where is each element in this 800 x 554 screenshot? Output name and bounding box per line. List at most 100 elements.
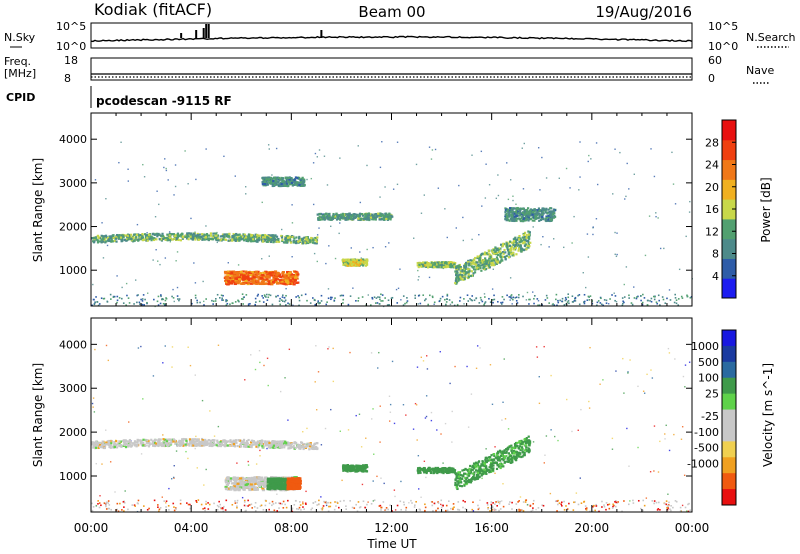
scatter-point (224, 509, 227, 511)
echo-cell (276, 272, 281, 275)
scatter-point (677, 304, 680, 306)
scatter-point (480, 150, 483, 153)
echo-cell (262, 181, 265, 184)
echo-cell (91, 441, 95, 445)
echo-cell (250, 445, 253, 448)
echo-cell (248, 234, 251, 237)
echo-cell (367, 212, 371, 215)
echo-cell (538, 214, 541, 218)
scatter-point (510, 294, 513, 296)
echo-cell (296, 184, 299, 187)
echo-cell (327, 213, 331, 216)
echo-cell (552, 216, 556, 219)
scatter-point (280, 299, 283, 301)
echo-cell (452, 266, 455, 269)
scatter-point (569, 187, 571, 189)
echo-cell (552, 208, 555, 211)
scatter-point (595, 218, 598, 220)
scatter-point (176, 286, 179, 289)
echo-cell (270, 280, 274, 283)
echo-cell (461, 274, 464, 277)
echo-cell (270, 443, 273, 447)
echo-cell (284, 241, 287, 244)
scatter-point (526, 504, 529, 506)
echo-cell (314, 447, 318, 451)
echo-cell (141, 239, 145, 242)
scatter-point (379, 166, 382, 169)
echo-cell (230, 440, 234, 443)
echo-cell (214, 443, 217, 446)
echo-cell (547, 214, 550, 217)
scatter-point (271, 303, 274, 306)
echo-cell (521, 215, 524, 219)
scatter-point (481, 300, 484, 303)
echo-cell (527, 214, 530, 217)
echo-cell (224, 233, 227, 236)
echo-cell (153, 237, 156, 240)
scatter-point (137, 499, 140, 502)
scatter-point (603, 505, 606, 508)
echo-cell (148, 237, 151, 241)
echo-cell (514, 216, 517, 219)
scatter-point (592, 505, 594, 508)
echo-cell (507, 215, 511, 218)
echo-cell (281, 180, 284, 183)
echo-cell (118, 440, 121, 443)
scatter-point (194, 297, 197, 299)
scatter-point (331, 296, 333, 299)
scatter-point (271, 174, 273, 176)
echo-cell (477, 265, 480, 268)
echo-cell (335, 218, 339, 221)
scatter-point (255, 463, 258, 465)
echo-cell (520, 250, 523, 253)
scatter-point (160, 294, 162, 296)
scatter-point (340, 294, 343, 297)
echo-cell (127, 234, 131, 237)
echo-cell (447, 261, 450, 264)
echo-cell (110, 239, 113, 242)
scatter-point (91, 402, 94, 405)
scatter-point (358, 506, 361, 509)
echo-cell (342, 261, 345, 264)
echo-cell (517, 236, 520, 239)
scatter-point (497, 500, 499, 503)
echo-cell (347, 215, 350, 218)
echo-cell (278, 279, 282, 282)
echo-cell (277, 176, 281, 180)
scatter-point (668, 289, 671, 291)
echo-cell (124, 234, 127, 237)
scatter-point (361, 296, 364, 298)
echo-cell (280, 446, 284, 449)
echo-cell (499, 243, 503, 246)
echo-cell (152, 443, 155, 447)
echo-cell (504, 258, 507, 261)
echo-cell (170, 440, 173, 443)
echo-cell (201, 438, 204, 442)
echo-cell (357, 264, 361, 267)
echo-cell (484, 268, 487, 271)
echo-cell (256, 441, 260, 445)
echo-cell (120, 445, 123, 448)
echo-cell (348, 262, 351, 266)
echo-cell (457, 276, 460, 279)
scatter-point (520, 509, 522, 511)
scatter-point (334, 297, 336, 299)
scatter-point (388, 420, 391, 422)
scatter-point (402, 304, 405, 306)
scatter-point (628, 188, 630, 190)
scatter-point (322, 505, 325, 507)
scatter-point (614, 148, 616, 150)
echo-cell (109, 237, 112, 240)
scatter-point (493, 508, 496, 510)
scatter-point (164, 158, 166, 160)
scatter-point (219, 297, 221, 299)
scatter-point (127, 508, 129, 511)
scatter-point (439, 297, 442, 300)
scatter-point (636, 296, 638, 298)
echo-cell (354, 259, 357, 262)
scatter-point (623, 392, 625, 394)
scatter-point (642, 390, 645, 392)
scatter-point (336, 502, 339, 504)
echo-cell (239, 445, 243, 448)
scatter-point (646, 304, 649, 306)
